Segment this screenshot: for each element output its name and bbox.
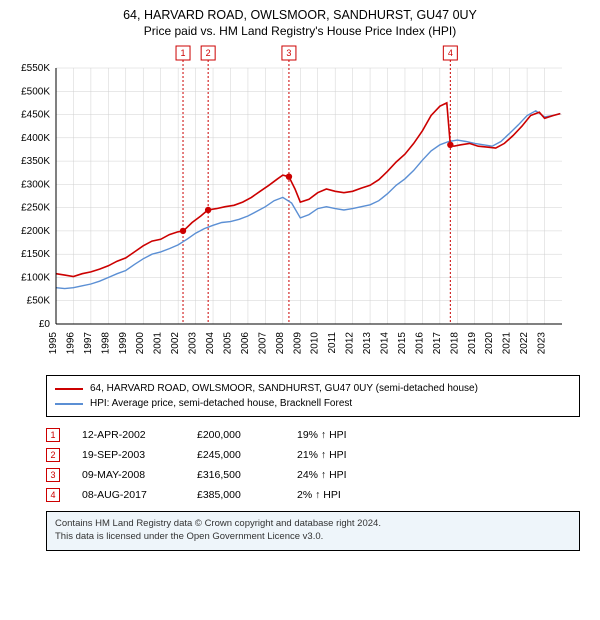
transaction-date: 12-APR-2002: [82, 429, 197, 441]
svg-text:2019: 2019: [467, 332, 478, 355]
svg-text:2014: 2014: [380, 332, 391, 355]
transaction-row: 2 19-SEP-2003£245,00021% ↑ HPI: [46, 445, 580, 465]
legend-label: HPI: Average price, semi-detached house,…: [90, 396, 352, 411]
svg-text:2017: 2017: [432, 332, 443, 355]
transaction-date: 09-MAY-2008: [82, 469, 197, 481]
svg-text:2010: 2010: [310, 332, 321, 355]
transaction-diff: 21% ↑ HPI: [297, 449, 347, 461]
transaction-diff: 24% ↑ HPI: [297, 469, 347, 481]
svg-text:1997: 1997: [83, 332, 94, 355]
svg-text:4: 4: [448, 48, 453, 58]
footer-line1: Contains HM Land Registry data © Crown c…: [55, 518, 571, 531]
svg-text:2005: 2005: [222, 332, 233, 355]
svg-text:1: 1: [181, 48, 186, 58]
svg-text:2018: 2018: [449, 332, 460, 355]
svg-text:£500K: £500K: [21, 86, 50, 97]
svg-text:2011: 2011: [327, 332, 338, 354]
svg-text:2020: 2020: [484, 332, 495, 355]
legend-box: 64, HARVARD ROAD, OWLSMOOR, SANDHURST, G…: [46, 375, 580, 417]
svg-text:2003: 2003: [188, 332, 199, 355]
title-line1: 64, HARVARD ROAD, OWLSMOOR, SANDHURST, G…: [12, 8, 588, 22]
transaction-date: 08-AUG-2017: [82, 489, 197, 501]
svg-text:2007: 2007: [257, 332, 268, 355]
svg-text:£350K: £350K: [21, 156, 50, 167]
svg-text:1996: 1996: [65, 332, 76, 355]
container: 64, HARVARD ROAD, OWLSMOOR, SANDHURST, G…: [0, 0, 600, 561]
svg-text:2002: 2002: [170, 332, 181, 355]
title-line2: Price paid vs. HM Land Registry's House …: [12, 24, 588, 38]
svg-text:2008: 2008: [275, 332, 286, 355]
svg-text:2000: 2000: [135, 332, 146, 355]
transaction-diff: 19% ↑ HPI: [297, 429, 347, 441]
svg-text:2: 2: [206, 48, 211, 58]
chart-area: £0 £50K £100K £150K £200K £250K £300K £350K £400…: [12, 44, 588, 369]
transaction-num-box: 3: [46, 468, 60, 482]
svg-text:2004: 2004: [205, 332, 216, 355]
svg-text:1995: 1995: [48, 332, 59, 355]
footer-line2: This data is licensed under the Open Gov…: [55, 531, 571, 544]
transaction-row: 4 08-AUG-2017£385,000 2% ↑ HPI: [46, 485, 580, 505]
transaction-num-box: 1: [46, 428, 60, 442]
svg-text:1998: 1998: [100, 332, 111, 355]
svg-text:2021: 2021: [502, 332, 513, 355]
svg-text:£300K: £300K: [21, 179, 50, 190]
svg-text:3: 3: [286, 48, 291, 58]
transaction-num-box: 2: [46, 448, 60, 462]
svg-text:2001: 2001: [153, 332, 164, 355]
svg-text:2009: 2009: [292, 332, 303, 355]
svg-text:£100K: £100K: [21, 272, 50, 283]
legend-label: 64, HARVARD ROAD, OWLSMOOR, SANDHURST, G…: [90, 381, 478, 396]
legend-swatch: [55, 388, 83, 390]
svg-text:2015: 2015: [397, 332, 408, 355]
transaction-row: 1 12-APR-2002£200,00019% ↑ HPI: [46, 425, 580, 445]
svg-text:2013: 2013: [362, 332, 373, 355]
svg-text:£0: £0: [39, 319, 51, 330]
svg-text:£200K: £200K: [21, 226, 50, 237]
svg-text:£150K: £150K: [21, 249, 50, 260]
svg-text:£400K: £400K: [21, 133, 50, 144]
svg-text:£250K: £250K: [21, 203, 50, 214]
chart-svg: £0 £50K £100K £150K £200K £250K £300K £350K £400…: [12, 44, 572, 364]
legend-swatch: [55, 403, 83, 405]
transaction-price: £385,000: [197, 489, 297, 501]
svg-text:£50K: £50K: [27, 296, 51, 307]
transaction-price: £245,000: [197, 449, 297, 461]
transaction-num-box: 4: [46, 488, 60, 502]
svg-text:2016: 2016: [414, 332, 425, 355]
transaction-date: 19-SEP-2003: [82, 449, 197, 461]
legend-row: 64, HARVARD ROAD, OWLSMOOR, SANDHURST, G…: [55, 381, 571, 396]
transaction-diff: 2% ↑ HPI: [297, 489, 341, 501]
footer-box: Contains HM Land Registry data © Crown c…: [46, 511, 580, 551]
svg-text:£450K: £450K: [21, 110, 50, 121]
legend-row: HPI: Average price, semi-detached house,…: [55, 396, 571, 411]
transaction-price: £200,000: [197, 429, 297, 441]
svg-text:2022: 2022: [519, 332, 530, 355]
svg-text:2012: 2012: [345, 332, 356, 355]
svg-text:2006: 2006: [240, 332, 251, 355]
transactions-table: 1 12-APR-2002£200,00019% ↑ HPI 2 19-SEP-200…: [46, 425, 580, 505]
svg-text:£550K: £550K: [21, 63, 50, 74]
transaction-row: 3 09-MAY-2008£316,50024% ↑ HPI: [46, 465, 580, 485]
svg-text:1999: 1999: [118, 332, 129, 355]
svg-text:2023: 2023: [537, 332, 548, 355]
transaction-price: £316,500: [197, 469, 297, 481]
